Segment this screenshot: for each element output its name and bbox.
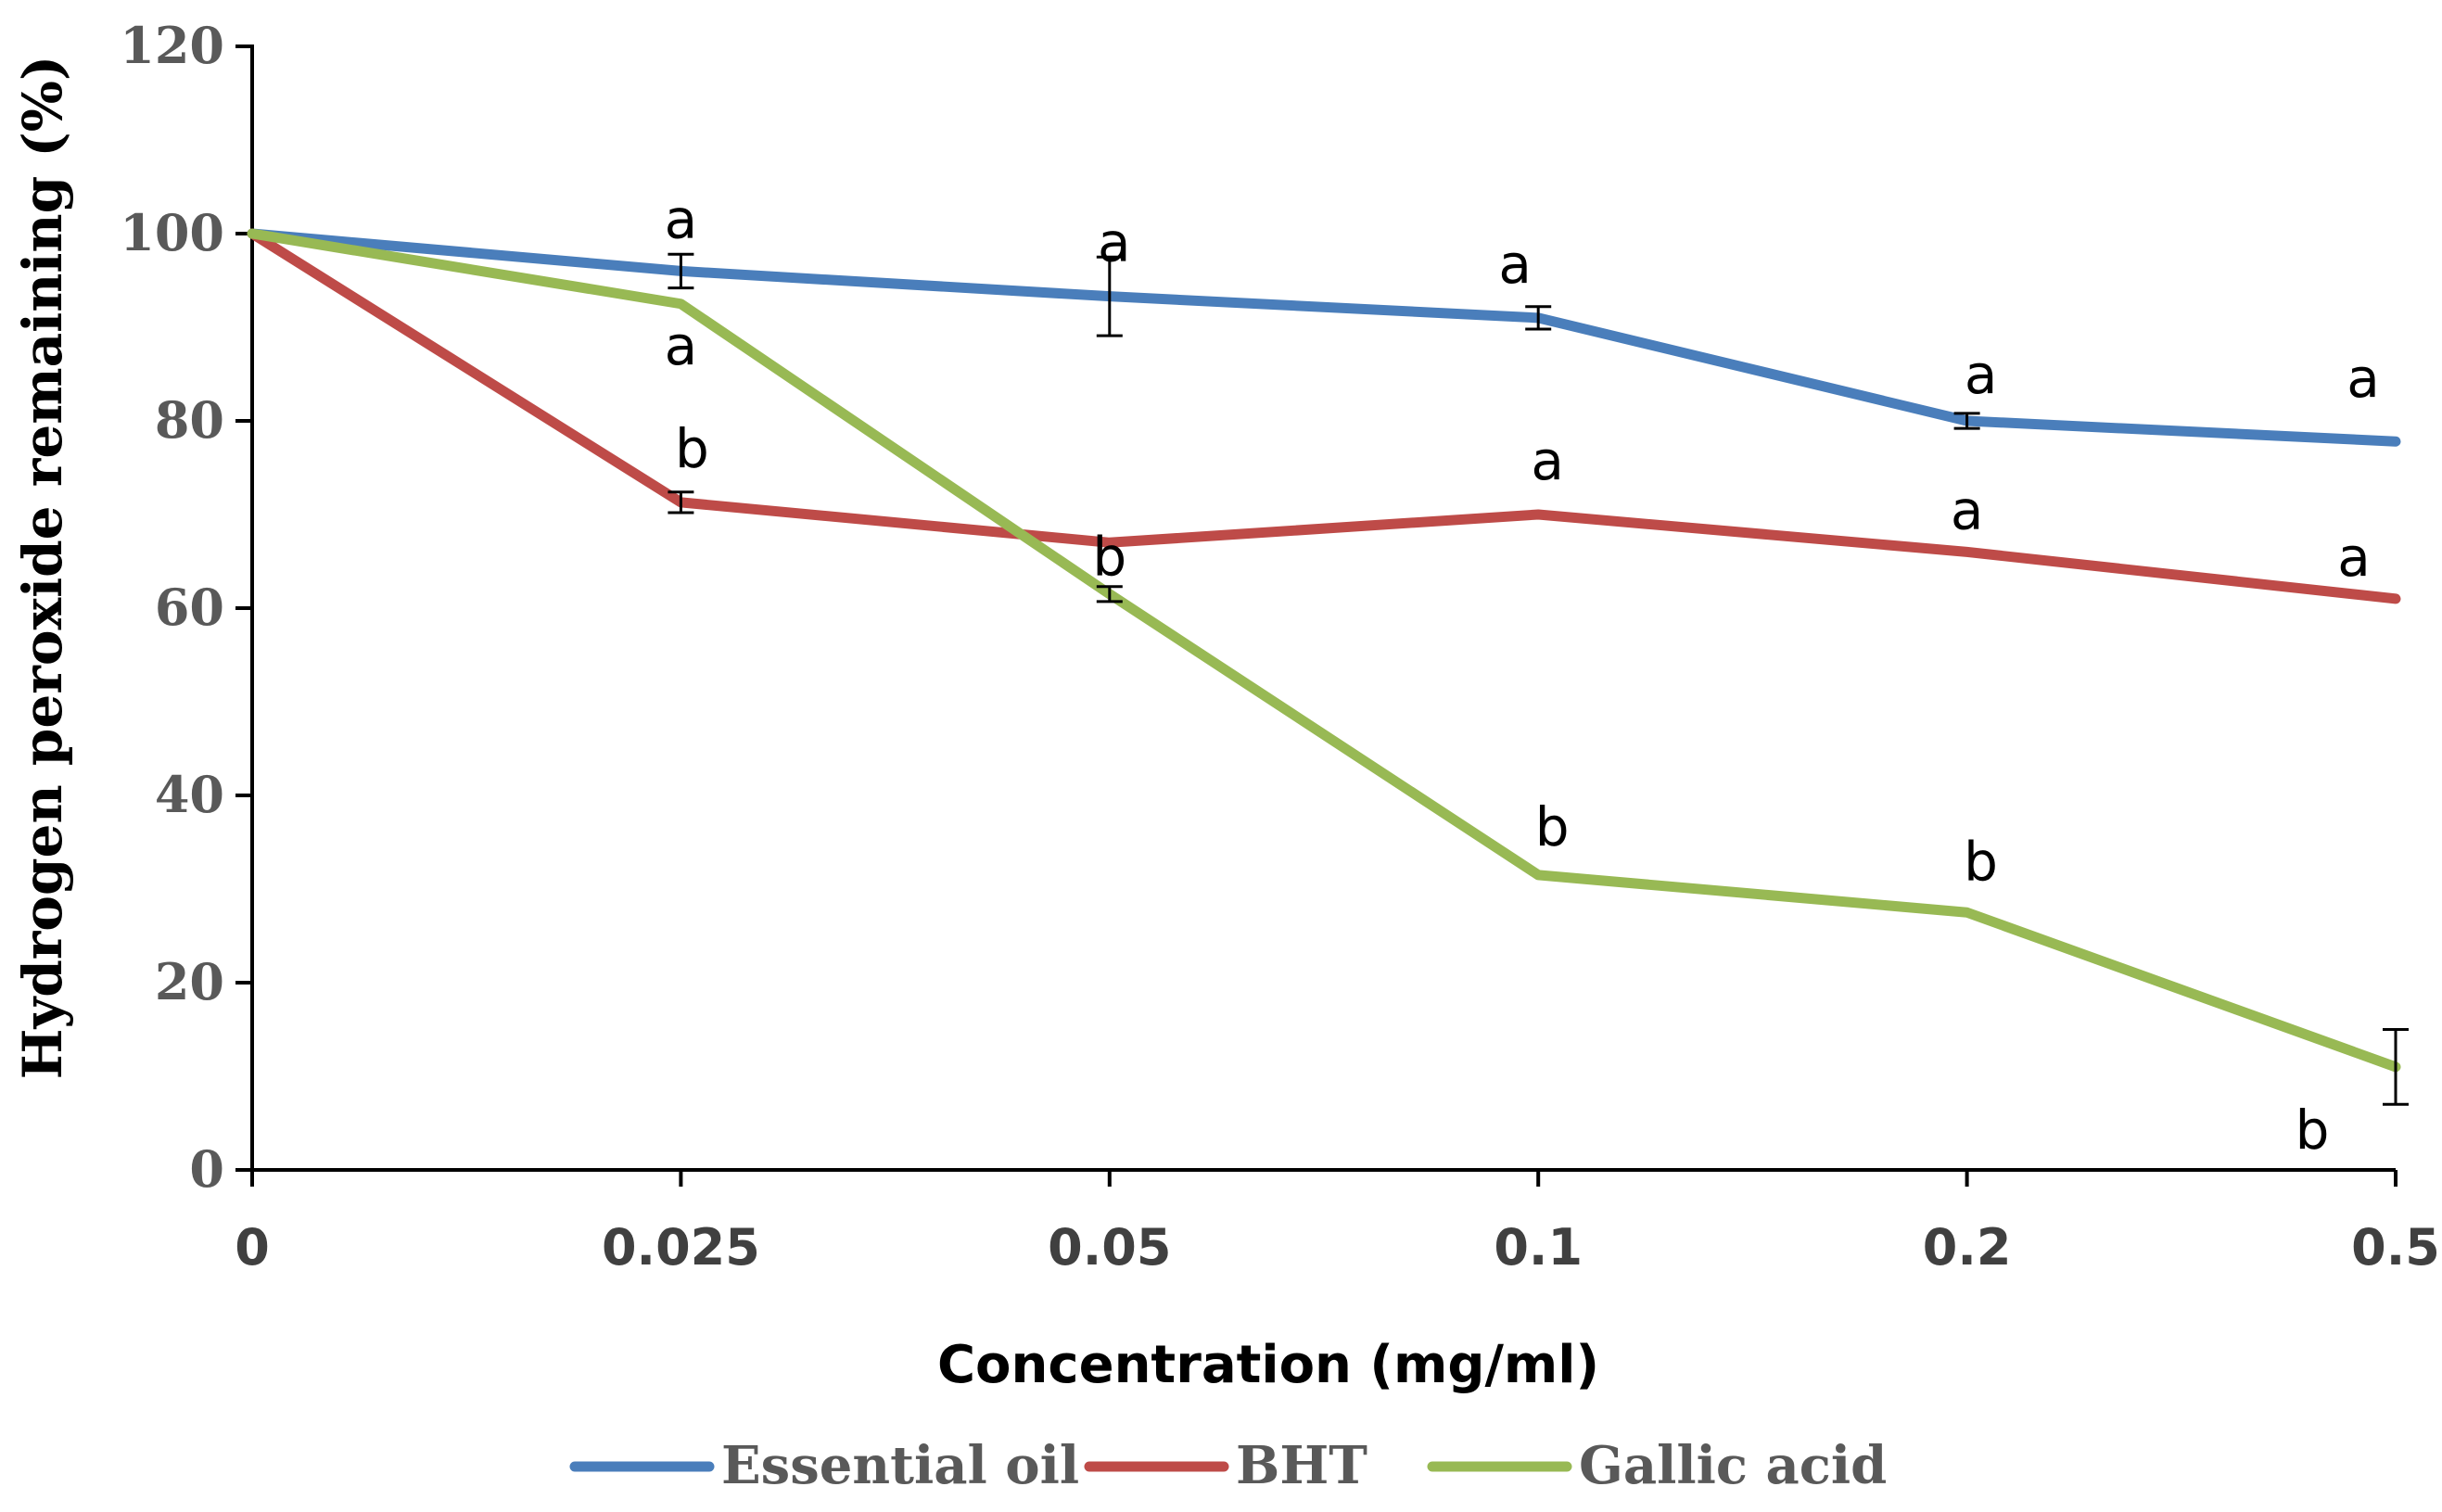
series-line-essential-oil: [247, 228, 2401, 447]
legend-label: Essential oil: [721, 1435, 1079, 1496]
y-tick-label: 80: [155, 390, 224, 450]
series-line-bht: [247, 228, 2401, 604]
x-tick-label: 0.5: [2351, 1218, 2440, 1277]
y-tick-label: 40: [155, 765, 224, 824]
significance-letter: b: [1092, 525, 1126, 588]
significance-letter: a: [1498, 233, 1532, 296]
x-tick-label: 0: [235, 1218, 270, 1277]
y-tick-label: 120: [120, 16, 224, 75]
y-tick-label: 60: [155, 578, 224, 637]
x-axis-label: Concentration (mg/ml): [937, 1335, 1599, 1395]
legend-label: Gallic acid: [1579, 1435, 1887, 1496]
significance-letter: b: [2296, 1099, 2330, 1162]
significance-letter: a: [665, 187, 698, 250]
significance-letter: b: [675, 417, 709, 480]
y-tick-label: 0: [189, 1139, 224, 1199]
x-tick-label: 0.1: [1494, 1218, 1583, 1277]
significance-letter: a: [2347, 347, 2380, 410]
y-tick-label: 100: [120, 203, 224, 262]
significance-letter: b: [1964, 830, 1998, 893]
legend-label: BHT: [1236, 1435, 1367, 1496]
y-tick-label: 20: [155, 952, 224, 1011]
y-axis-label: Hydrogen peroxide remaining (%): [11, 56, 74, 1080]
series-line-gallic-acid: [247, 228, 2401, 1073]
x-tick-label: 0.025: [602, 1218, 760, 1277]
significance-letter: a: [1098, 211, 1131, 274]
significance-letter: a: [665, 314, 698, 377]
significance-letter: a: [1531, 429, 1564, 492]
significance-letter: a: [1951, 478, 1984, 541]
x-tick-label: 0.05: [1048, 1218, 1171, 1277]
y-axis-label-group: Hydrogen peroxide remaining (%): [11, 56, 74, 1080]
x-tick-label: 0.2: [1923, 1218, 2012, 1277]
significance-letter: a: [1965, 343, 1998, 406]
significance-letter: b: [1535, 795, 1570, 858]
significance-letter: a: [2337, 526, 2371, 589]
